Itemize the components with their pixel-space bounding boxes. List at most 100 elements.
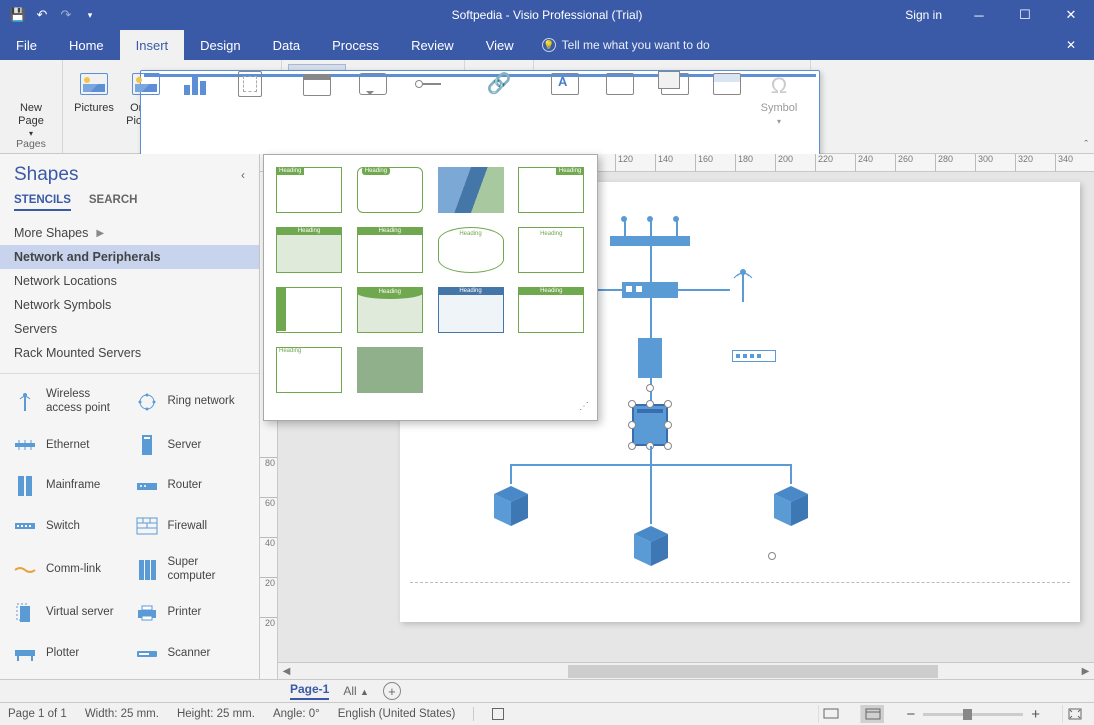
- container-style-7[interactable]: Heading: [434, 223, 508, 277]
- selection-handle[interactable]: [664, 442, 672, 450]
- category-network-locations[interactable]: Network Locations: [0, 269, 259, 293]
- sign-in-link[interactable]: Sign in: [891, 8, 956, 22]
- container-style-3[interactable]: [434, 163, 508, 217]
- diagram-switch[interactable]: [732, 350, 776, 362]
- diagram-node-left[interactable]: [486, 482, 536, 529]
- shape-virtual-server[interactable]: Virtual server: [10, 596, 128, 631]
- presentation-view-icon[interactable]: [818, 705, 842, 723]
- diagram-router[interactable]: [622, 282, 678, 298]
- status-bar: Page 1 of 1 Width: 25 mm. Height: 25 mm.…: [0, 702, 1094, 725]
- status-language[interactable]: English (United States): [338, 708, 456, 720]
- category-servers[interactable]: Servers: [0, 317, 259, 341]
- diagram-node-center[interactable]: [626, 522, 676, 569]
- shape-plotter[interactable]: Plotter: [10, 636, 128, 671]
- tab-process[interactable]: Process: [316, 30, 395, 60]
- shape-firewall[interactable]: Firewall: [132, 509, 250, 544]
- zoom-slider-thumb[interactable]: [963, 709, 972, 720]
- diagram-server-selected[interactable]: [632, 404, 668, 446]
- horizontal-scrollbar[interactable]: ◀ ▶: [278, 662, 1094, 679]
- shape-comm-link[interactable]: Comm-link: [10, 550, 128, 590]
- rotation-handle[interactable]: [646, 384, 654, 392]
- tab-file[interactable]: File: [0, 30, 53, 60]
- container-style-8[interactable]: Heading: [514, 223, 588, 277]
- tab-design[interactable]: Design: [184, 30, 256, 60]
- page-tabs-bar: Page-1 All ▲ +: [0, 679, 1094, 702]
- shape-wireless-access-point[interactable]: Wireless access point: [10, 382, 128, 422]
- container-style-6[interactable]: Heading: [353, 223, 427, 277]
- shape-ring-network[interactable]: Ring network: [132, 382, 250, 422]
- shape-switch[interactable]: Switch: [10, 509, 128, 544]
- container-style-12[interactable]: Heading: [514, 283, 588, 337]
- container-style-11[interactable]: Heading: [434, 283, 508, 337]
- container-style-10[interactable]: Heading: [353, 283, 427, 337]
- container-style-4[interactable]: Heading: [514, 163, 588, 217]
- shape-printer[interactable]: Printer: [132, 596, 250, 631]
- scroll-right-icon[interactable]: ▶: [1077, 663, 1094, 680]
- diagram-wireless-ap[interactable]: [728, 264, 758, 307]
- tab-view[interactable]: View: [470, 30, 530, 60]
- selection-handle[interactable]: [646, 400, 654, 408]
- search-tab[interactable]: SEARCH: [89, 194, 138, 211]
- quick-access-toolbar: 💾 ↶ ↷ ▾: [0, 5, 100, 25]
- collapse-shapes-icon[interactable]: ‹: [241, 168, 245, 182]
- category-network-symbols[interactable]: Network Symbols: [0, 293, 259, 317]
- container-style-1[interactable]: Heading: [272, 163, 346, 217]
- new-page-button[interactable]: New Page ▾: [6, 64, 56, 138]
- symbol-button[interactable]: ΩSymbol▾: [754, 64, 804, 137]
- pictures-button[interactable]: Pictures: [69, 64, 119, 137]
- add-page-button[interactable]: +: [383, 682, 401, 700]
- selection-handle[interactable]: [664, 421, 672, 429]
- selection-handle[interactable]: [628, 421, 636, 429]
- undo-icon[interactable]: ↶: [32, 5, 52, 25]
- wireless-icon: [12, 391, 38, 413]
- more-shapes-item[interactable]: More Shapes▶: [0, 221, 259, 245]
- shape-ethernet[interactable]: Ethernet: [10, 428, 128, 463]
- qat-dropdown-icon[interactable]: ▾: [80, 5, 100, 25]
- shape-super-computer[interactable]: Super computer: [132, 550, 250, 590]
- selection-handle[interactable]: [628, 442, 636, 450]
- tab-insert[interactable]: Insert: [120, 30, 185, 60]
- page-break-line: [410, 582, 1070, 583]
- redo-icon[interactable]: ↷: [56, 5, 76, 25]
- all-pages-tab[interactable]: All ▲: [343, 684, 369, 698]
- normal-view-icon[interactable]: [860, 705, 884, 723]
- container-style-5[interactable]: Heading: [272, 223, 346, 277]
- maximize-button[interactable]: ☐: [1002, 0, 1048, 30]
- container-style-9[interactable]: [272, 283, 346, 337]
- selection-handle[interactable]: [768, 552, 776, 560]
- zoom-out-button[interactable]: −: [902, 706, 919, 723]
- macro-record-icon[interactable]: [492, 708, 504, 720]
- scroll-left-icon[interactable]: ◀: [278, 663, 295, 680]
- shape-router[interactable]: Router: [132, 469, 250, 504]
- diagram-ethernet-bar[interactable]: [610, 236, 690, 246]
- container-style-14[interactable]: [353, 343, 427, 397]
- zoom-slider[interactable]: [923, 713, 1023, 716]
- shape-server[interactable]: Server: [132, 428, 250, 463]
- container-style-2[interactable]: Heading: [353, 163, 427, 217]
- shape-scanner[interactable]: Scanner: [132, 636, 250, 671]
- page-tab-1[interactable]: Page-1: [290, 682, 329, 700]
- ribbon-close-button[interactable]: ✕: [1048, 30, 1094, 60]
- category-rack-servers[interactable]: Rack Mounted Servers: [0, 341, 259, 365]
- scroll-thumb[interactable]: [568, 665, 938, 678]
- tab-home[interactable]: Home: [53, 30, 120, 60]
- close-button[interactable]: ✕: [1048, 0, 1094, 30]
- shape-mainframe[interactable]: Mainframe: [10, 469, 128, 504]
- tell-me-search[interactable]: 💡 Tell me what you want to do: [530, 30, 710, 60]
- selection-handle[interactable]: [628, 400, 636, 408]
- diagram-node-right[interactable]: [766, 482, 816, 529]
- category-network-peripherals[interactable]: Network and Peripherals: [0, 245, 259, 269]
- save-icon[interactable]: 💾: [8, 5, 28, 25]
- selection-handle[interactable]: [664, 400, 672, 408]
- container-style-13[interactable]: Heading: [272, 343, 346, 397]
- tab-data[interactable]: Data: [257, 30, 316, 60]
- gallery-resize-handle[interactable]: ⋰: [272, 397, 589, 412]
- zoom-in-button[interactable]: +: [1027, 706, 1044, 723]
- fit-to-window-icon[interactable]: [1062, 705, 1086, 723]
- supercomputer-icon: [134, 559, 160, 581]
- collapse-ribbon-icon[interactable]: ˆ: [1084, 139, 1088, 151]
- stencils-tab[interactable]: STENCILS: [14, 194, 71, 211]
- diagram-server-1[interactable]: [638, 338, 662, 378]
- tab-review[interactable]: Review: [395, 30, 470, 60]
- minimize-button[interactable]: ─: [956, 0, 1002, 30]
